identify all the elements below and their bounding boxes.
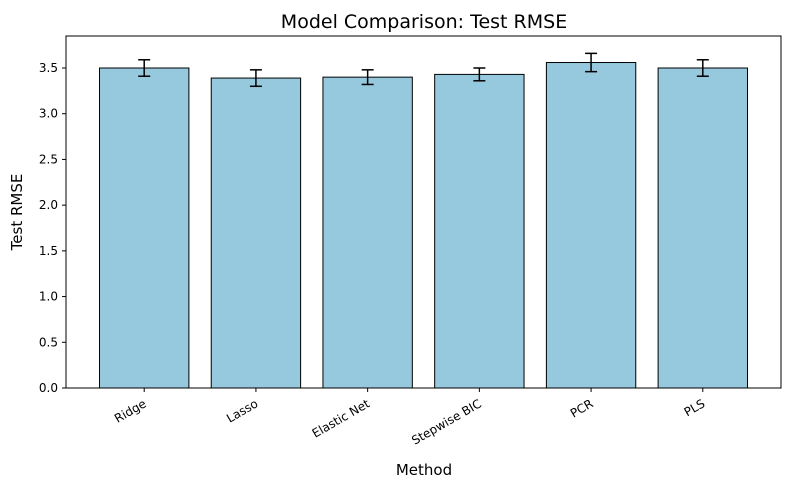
plot-frame — [65, 35, 782, 389]
error-bar-pls — [696, 59, 709, 77]
y-tick-label: 2.0 — [39, 198, 58, 212]
chart-title: Model Comparison: Test RMSE — [281, 11, 567, 33]
error-bar-elastic-net — [361, 69, 374, 86]
bar-pls — [657, 67, 748, 389]
y-tick-label: 3.5 — [39, 61, 58, 75]
x-tick-label-ridge: Ridge — [112, 396, 149, 425]
y-tick-label: 1.0 — [39, 290, 58, 304]
y-tick-label: 0.0 — [39, 381, 58, 395]
bar-pcr — [545, 62, 637, 389]
bar-stepwise-bic — [434, 73, 525, 389]
x-axis: Ridge Lasso Elastic Net Stepwise BIC PCR PLS — [112, 388, 707, 448]
y-tick-label: 1.5 — [39, 244, 58, 258]
x-tick-label-pcr: PCR — [568, 396, 596, 420]
y-axis: 0.0 0.5 1.0 1.5 2.0 2.5 3.0 3.5 — [39, 61, 66, 395]
error-bars-group — [138, 52, 709, 88]
error-bar-pcr — [585, 52, 598, 73]
bar-lasso — [210, 77, 302, 389]
bar-ridge — [99, 67, 190, 389]
error-bar-ridge — [138, 59, 151, 77]
x-axis-title: Method — [396, 461, 452, 479]
y-tick-label: 3.0 — [39, 107, 58, 121]
x-tick-label-elastic-net: Elastic Net — [310, 396, 373, 440]
y-axis-title: Test RMSE — [8, 174, 26, 252]
error-bar-lasso — [249, 69, 262, 88]
bars-group — [99, 62, 748, 389]
x-tick-label-pls: PLS — [682, 396, 708, 419]
y-tick-label: 2.5 — [39, 152, 58, 166]
x-tick-label-stepwise-bic: Stepwise BIC — [409, 396, 484, 447]
x-tick-label-lasso: Lasso — [224, 396, 260, 425]
error-bar-stepwise-bic — [473, 67, 486, 82]
y-tick-label: 0.5 — [39, 335, 58, 349]
bar-elastic-net — [322, 76, 413, 389]
